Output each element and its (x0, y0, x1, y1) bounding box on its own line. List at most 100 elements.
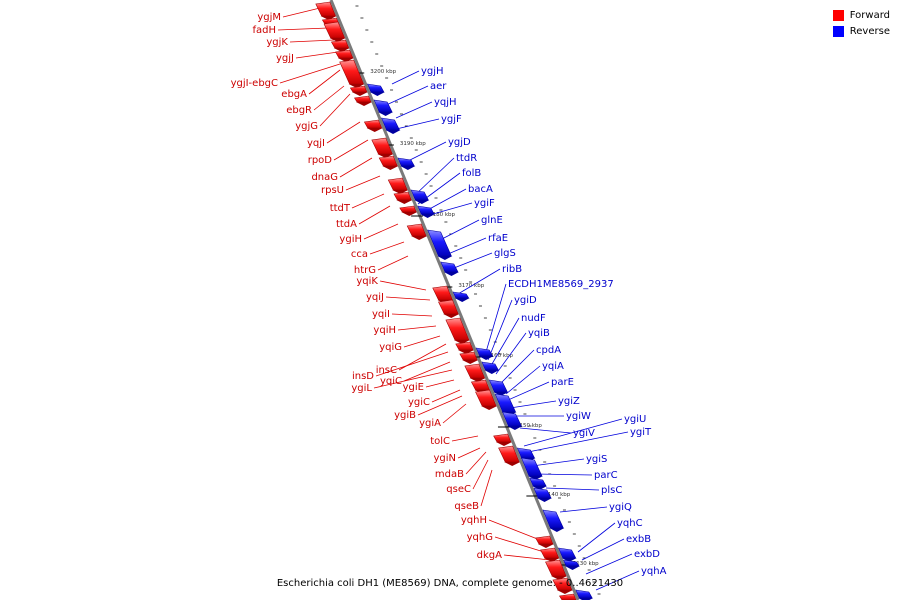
reverse-gene-label: ttdR (456, 153, 477, 164)
forward-leader-line (457, 447, 481, 459)
reverse-gene (563, 559, 581, 570)
reverse-leader-line (519, 427, 572, 434)
forward-leader-line (333, 139, 369, 161)
reverse-gene-label: ygiU (624, 414, 646, 425)
forward-gene-label: htrG (354, 265, 376, 276)
reverse-leader-line (457, 268, 501, 295)
forward-leader-line (451, 435, 479, 442)
forward-gene-label: yqiI (372, 309, 390, 320)
forward-gene-label: ebgA (281, 89, 307, 100)
forward-gene-label: yqhG (467, 532, 493, 543)
reverse-gene-label: glnE (481, 215, 503, 226)
reverse-leader-line (535, 473, 593, 476)
reverse-gene-label: folB (462, 168, 481, 179)
forward-gene-label: dkgA (477, 550, 502, 561)
reverse-gene-label: ygjD (448, 137, 471, 148)
reverse-leader-line (559, 506, 608, 513)
reverse-leader-line (581, 538, 625, 561)
forward-leader-line (277, 27, 329, 31)
forward-leader-line (425, 379, 455, 388)
forward-leader-line (465, 451, 487, 475)
forward-leader-line (369, 241, 405, 255)
legend-reverse: Reverse (832, 24, 890, 38)
forward-gene (378, 155, 399, 170)
forward-gene-label: ygiB (394, 410, 416, 421)
forward-leader-line (391, 313, 433, 317)
forward-leader-line (358, 205, 391, 225)
reverse-swatch (832, 25, 844, 37)
reverse-gene-label: ygiQ (609, 502, 632, 513)
forward-gene (335, 49, 354, 62)
reverse-gene (542, 509, 565, 532)
reverse-leader-line (485, 283, 507, 353)
reverse-leader-line (395, 101, 433, 119)
forward-gene-label: rpoD (308, 155, 333, 166)
gene-layer (315, 1, 594, 600)
forward-gene-label: ygiN (433, 453, 456, 464)
forward-gene-label: yqhH (461, 515, 487, 526)
forward-gene (315, 1, 337, 20)
reverse-gene (427, 229, 453, 260)
forward-leader-line (326, 121, 361, 144)
genome-axis (329, 0, 580, 600)
forward-gene-label: ygjI-ebgC (231, 78, 278, 89)
reverse-leader-line (383, 85, 429, 107)
reverse-leader-line (507, 381, 550, 401)
reverse-gene (488, 379, 509, 396)
forward-leader-line (375, 351, 449, 377)
forward-gene (363, 119, 383, 132)
forward-leader-line (363, 223, 399, 240)
forward-leader-line (379, 280, 427, 291)
reverse-gene-label: yqjH (434, 97, 457, 108)
forward-leader-line (339, 157, 373, 178)
reverse-gene-label: ygiZ (558, 396, 580, 407)
legend: Forward Reverse (832, 8, 890, 40)
forward-gene (545, 559, 568, 580)
forward-gene (475, 389, 498, 410)
reverse-gene-label: yqiA (542, 361, 564, 372)
reverse-leader-line (505, 365, 541, 395)
forward-gene-label: yqiG (379, 342, 402, 353)
reverse-leader-line (447, 237, 487, 255)
forward-gene-label: qseB (454, 501, 479, 512)
forward-gene (459, 351, 479, 364)
forward-gene (339, 59, 365, 88)
forward-leader-line (503, 554, 551, 561)
forward-gene (540, 547, 560, 562)
forward-gene-label: rpsU (321, 185, 344, 196)
forward-gene-label: ygjK (266, 37, 288, 48)
reverse-leader-line (595, 570, 640, 591)
reverse-leader-line (487, 299, 513, 361)
forward-gene-label: yqiH (373, 325, 396, 336)
forward-leader-line (431, 389, 461, 403)
forward-leader-line (313, 85, 345, 111)
forward-gene (445, 317, 470, 344)
reverse-leader-line (501, 349, 535, 383)
reverse-gene-label: exbB (626, 534, 651, 545)
forward-gene-label: ttdA (336, 219, 357, 230)
forward-gene-label: ygjJ (276, 53, 294, 64)
forward-gene-label: mdaB (435, 469, 464, 480)
forward-leader-line (345, 175, 381, 191)
reverse-gene-label: aer (430, 81, 447, 92)
reverse-gene-label: ygiD (514, 295, 537, 306)
reverse-gene-label: parE (551, 377, 574, 388)
reverse-gene-label: ygjF (441, 114, 462, 125)
forward-leader-line (385, 296, 431, 301)
forward-gene (464, 363, 486, 382)
tick-label: 3150 kbp (516, 423, 542, 429)
reverse-gene-label: ygiS (586, 454, 607, 465)
forward-leader-line (494, 536, 545, 553)
reverse-gene-label: cpdA (536, 345, 561, 356)
forward-gene-label: yqiC (380, 376, 402, 387)
forward-gene-label: ebgR (286, 105, 312, 116)
forward-gene (387, 177, 409, 194)
reverse-leader-line (405, 141, 447, 163)
forward-gene-label: dnaG (311, 172, 338, 183)
forward-leader-line (377, 255, 409, 271)
forward-leader-line (279, 63, 341, 84)
reverse-gene-label: yqiB (528, 328, 550, 339)
reverse-leader-line (577, 522, 616, 553)
reverse-gene (373, 99, 394, 116)
